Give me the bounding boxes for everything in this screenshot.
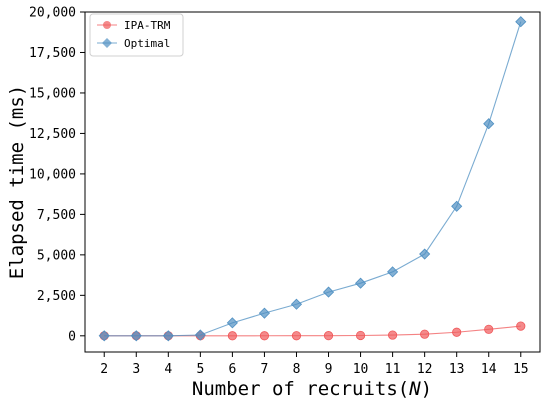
y-tick-label: 5,000 bbox=[37, 248, 76, 263]
plot-area bbox=[84, 11, 541, 353]
data-point bbox=[162, 330, 174, 342]
data-point bbox=[227, 331, 237, 341]
data-point bbox=[451, 200, 463, 212]
data-point bbox=[290, 298, 303, 310]
y-tick-label: 12,500 bbox=[29, 127, 76, 142]
x-tick-label: 11 bbox=[385, 362, 401, 377]
y-tick-label: 7,500 bbox=[37, 208, 76, 223]
x-axis-ticks: 2 3 4 5 6 7 8 9 10 11 12 13 14 15 bbox=[100, 352, 529, 377]
x-tick-label: 9 bbox=[325, 362, 333, 377]
data-point bbox=[130, 330, 142, 342]
x-tick-label: 8 bbox=[293, 362, 301, 377]
legend: IPA-TRM Optimal bbox=[89, 13, 184, 57]
data-point bbox=[452, 327, 462, 337]
data-point bbox=[194, 329, 206, 341]
legend-marker bbox=[103, 21, 111, 29]
data-point bbox=[355, 330, 366, 341]
y-tick-label: 2,500 bbox=[37, 289, 76, 304]
data-point bbox=[516, 321, 526, 331]
y-tick-label: 20,000 bbox=[29, 6, 76, 21]
x-axis-title-suffix: ) bbox=[421, 378, 432, 400]
data-point bbox=[515, 16, 527, 28]
data-point bbox=[98, 330, 110, 342]
y-axis-title: Elapsed time (ms) bbox=[6, 85, 28, 279]
x-axis-title-prefix: Number of recruits( bbox=[192, 378, 409, 400]
data-point bbox=[483, 118, 495, 130]
data-point bbox=[388, 330, 398, 340]
x-tick-label: 4 bbox=[164, 362, 172, 377]
series-layer bbox=[98, 16, 527, 342]
x-axis-title-variable: N bbox=[408, 378, 421, 400]
data-point bbox=[323, 331, 334, 341]
data-point bbox=[322, 286, 335, 298]
y-tick-label: 0 bbox=[68, 329, 76, 344]
y-tick-label: 17,500 bbox=[29, 46, 76, 61]
x-tick-label: 14 bbox=[481, 362, 497, 377]
data-point bbox=[259, 331, 270, 341]
data-point bbox=[387, 266, 399, 278]
x-tick-label: 6 bbox=[228, 362, 236, 377]
data-point bbox=[291, 331, 302, 341]
x-tick-label: 12 bbox=[417, 362, 433, 377]
legend-marker bbox=[102, 38, 112, 48]
x-axis-title: Number of recruits(N) bbox=[192, 378, 432, 400]
data-point bbox=[226, 317, 238, 329]
data-point bbox=[419, 248, 431, 260]
x-tick-label: 7 bbox=[261, 362, 269, 377]
legend-label: IPA-TRM bbox=[124, 19, 171, 32]
data-point bbox=[258, 307, 271, 319]
y-tick-label: 15,000 bbox=[29, 86, 76, 101]
x-tick-label: 13 bbox=[449, 362, 465, 377]
x-tick-label: 2 bbox=[100, 362, 108, 377]
data-point bbox=[484, 324, 494, 334]
legend-label: Optimal bbox=[124, 37, 170, 50]
data-point bbox=[420, 329, 430, 339]
x-tick-label: 5 bbox=[196, 362, 204, 377]
y-tick-label: 10,000 bbox=[29, 167, 76, 182]
x-tick-label: 3 bbox=[132, 362, 140, 377]
x-tick-label: 15 bbox=[513, 362, 529, 377]
series-optimal bbox=[98, 16, 527, 342]
legend-items: IPA-TRM Optimal bbox=[97, 19, 171, 50]
y-axis-ticks: 0 2,500 5,000 7,500 10,000 12,500 15,000 17,500… bbox=[29, 6, 85, 344]
data-point bbox=[354, 277, 367, 289]
x-tick-label: 10 bbox=[353, 362, 369, 377]
